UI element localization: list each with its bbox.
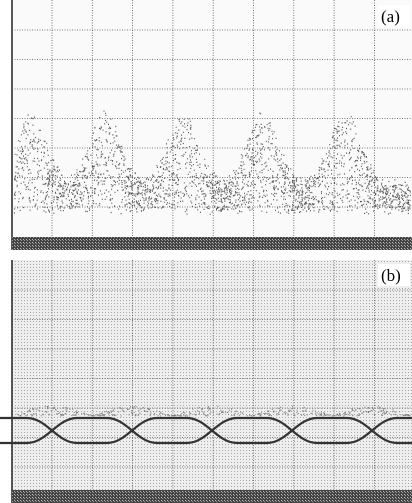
figure: (a) (b): [0, 0, 412, 503]
status-bar: [12, 237, 412, 250]
panel-label: (a): [381, 7, 400, 26]
panel-b: (b): [0, 260, 412, 503]
status-bar: [12, 490, 412, 503]
panel-a: (a): [12, 0, 412, 250]
screen: [12, 260, 412, 490]
panel-label: (b): [381, 266, 401, 285]
page: (a) (b) (() => { const data = JSON.parse…: [0, 0, 412, 503]
